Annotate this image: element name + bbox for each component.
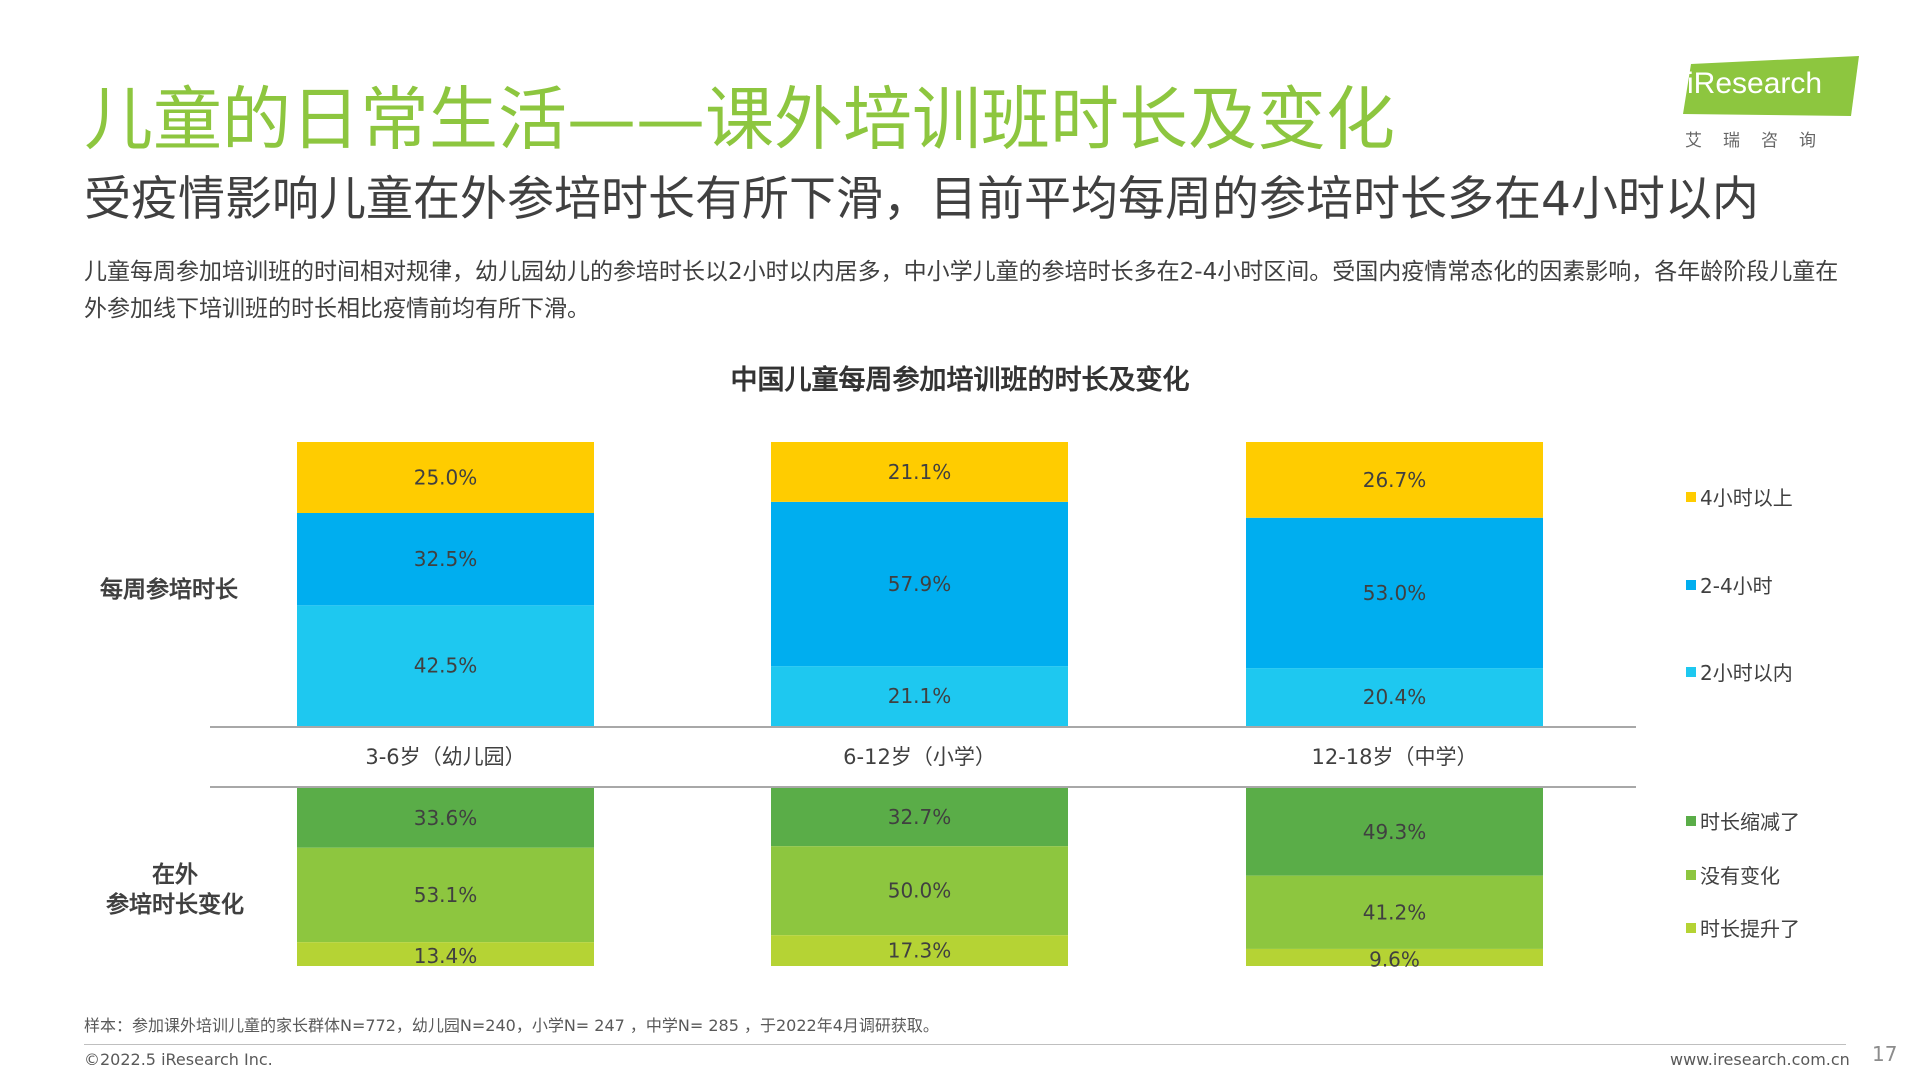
bar-segment xyxy=(297,442,594,513)
legend-swatch xyxy=(1686,579,1696,590)
logo-chinese-name: 艾瑞咨询 xyxy=(1685,131,1837,151)
data-label: 26.7% xyxy=(1363,468,1427,492)
data-label: 53.1% xyxy=(414,883,478,907)
data-label: 32.7% xyxy=(888,805,952,829)
bar-segment xyxy=(771,666,1068,726)
row-label-hours-change: 在外 参培时长变化 xyxy=(100,860,250,920)
bar-segment xyxy=(1246,668,1543,726)
data-label: 32.5% xyxy=(414,547,478,571)
row-label-weekly-hours: 每周参培时长 xyxy=(100,577,238,603)
page-subtitle: 受疫情影响儿童在外参培时长有所下滑，目前平均每周的参培时长多在4小时以内 xyxy=(84,172,1759,227)
bar-segment xyxy=(297,847,594,943)
legend-label: 时长提升了 xyxy=(1700,917,1800,941)
legend-item: 时长缩减了 xyxy=(1686,806,1800,835)
bar-segment xyxy=(771,442,1068,502)
bar-segment xyxy=(297,513,594,606)
footer-divider xyxy=(84,1044,1846,1045)
bar-segment xyxy=(771,788,1068,847)
page-title: 儿童的日常生活——课外培训班时长及变化 xyxy=(84,80,1395,160)
data-label: 33.6% xyxy=(414,806,478,830)
category-label: 6-12岁（小学） xyxy=(843,745,996,769)
copyright-text: ©2022.5 iResearch Inc. xyxy=(84,1050,273,1069)
bar-segment xyxy=(1246,517,1543,669)
page-number: 17 xyxy=(1872,1042,1898,1066)
bar-segment xyxy=(1246,788,1543,876)
logo-shape xyxy=(1683,56,1859,116)
category-label: 12-18岁（中学） xyxy=(1311,745,1477,769)
legend-label: 时长缩减了 xyxy=(1700,810,1800,834)
website-link[interactable]: www.iresearch.com.cn xyxy=(1670,1050,1850,1069)
data-label: 50.0% xyxy=(888,879,952,903)
legend-item: 2-4小时 xyxy=(1686,570,1773,599)
legend-label: 没有变化 xyxy=(1700,864,1780,888)
legend-swatch xyxy=(1686,869,1696,880)
legend-label: 4小时以上 xyxy=(1700,486,1793,510)
sample-footnote: 样本：参加课外培训儿童的家长群体N=772，幼儿园N=240，小学N= 247 … xyxy=(84,1016,939,1035)
legend-swatch xyxy=(1686,491,1696,502)
chart-title: 中国儿童每周参加培训班的时长及变化 xyxy=(730,365,1190,396)
bar-segment xyxy=(1246,948,1543,966)
data-label: 21.1% xyxy=(888,460,952,484)
page-description: 儿童每周参加培训班的时间相对规律，幼儿园幼儿的参培时长以2小时以内居多，中小学儿… xyxy=(84,259,1839,322)
category-label: 3-6岁（幼儿园） xyxy=(365,745,525,769)
row-label-line-2: 参培时长变化 xyxy=(106,892,244,918)
data-label: 41.2% xyxy=(1363,900,1427,924)
bar-segment xyxy=(297,942,594,966)
bar-segment xyxy=(771,935,1068,966)
logo-text: iResearch xyxy=(1687,67,1823,100)
bar-segment xyxy=(297,605,594,726)
bar-segment xyxy=(297,788,594,848)
data-label: 17.3% xyxy=(888,939,952,963)
data-label: 42.5% xyxy=(414,654,478,678)
data-label: 20.4% xyxy=(1363,685,1427,709)
iresearch-logo: iResearch 艾瑞咨询 xyxy=(1683,56,1863,151)
legend-item: 4小时以上 xyxy=(1686,482,1793,511)
bar-segment xyxy=(771,501,1068,667)
legend-label: 2-4小时 xyxy=(1700,574,1773,598)
data-label: 21.1% xyxy=(888,684,952,708)
legend-swatch xyxy=(1686,922,1696,933)
legend-swatch xyxy=(1686,815,1696,826)
legend-item: 没有变化 xyxy=(1686,860,1780,889)
legend-swatch xyxy=(1686,666,1696,677)
data-label: 25.0% xyxy=(414,466,478,490)
bar-segment xyxy=(771,846,1068,936)
legend-label: 2小时以内 xyxy=(1700,661,1793,685)
row-label-line-1: 在外 xyxy=(152,862,198,888)
data-label: 9.6% xyxy=(1369,947,1420,971)
bar-segment xyxy=(1246,442,1543,518)
data-label: 49.3% xyxy=(1363,820,1427,844)
bar-segment xyxy=(1246,875,1543,949)
legend-item: 2小时以内 xyxy=(1686,657,1793,686)
data-label: 13.4% xyxy=(414,944,478,968)
legend-item: 时长提升了 xyxy=(1686,913,1800,942)
data-label: 57.9% xyxy=(888,572,952,596)
data-label: 53.0% xyxy=(1363,581,1427,605)
